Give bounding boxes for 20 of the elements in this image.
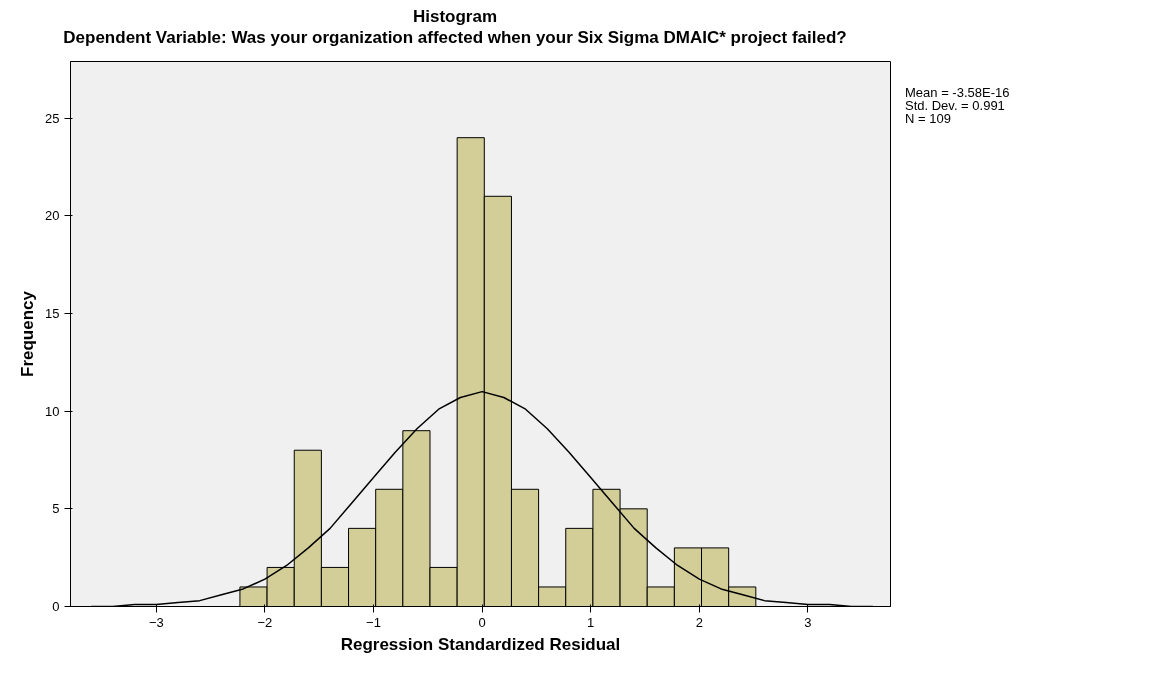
y-tick-label: 20 — [45, 207, 60, 223]
y-tick-label: 0 — [52, 598, 60, 614]
x-tick-label: −3 — [148, 614, 164, 630]
text: Std. Dev. = 0.991 — [905, 97, 1006, 113]
x-tick-label: −1 — [366, 614, 381, 630]
y-tick-label: 25 — [45, 110, 60, 126]
y-tick-label: 5 — [52, 500, 60, 516]
y-axis-title: Frequency — [18, 290, 38, 377]
chart-title: Histogram — [411, 6, 499, 28]
text: N = 109 — [905, 110, 952, 126]
x-tick-label: 1 — [587, 614, 595, 630]
x-tick-label: 0 — [478, 614, 486, 630]
text: Mean = -3.58E-16 — [905, 84, 1010, 100]
x-axis-title: Regression Standardized Residual — [340, 634, 621, 654]
chart-subtitle: Dependent Variable: Was your organization affected when your Six Sigma DMAIC* project failed? — [63, 28, 847, 48]
x-tick-label: −2 — [257, 614, 273, 630]
x-tick-label: 2 — [695, 614, 703, 630]
y-tick-label: 10 — [45, 403, 60, 419]
y-tick-label: 15 — [45, 305, 60, 321]
x-tick-label: 3 — [804, 614, 812, 630]
